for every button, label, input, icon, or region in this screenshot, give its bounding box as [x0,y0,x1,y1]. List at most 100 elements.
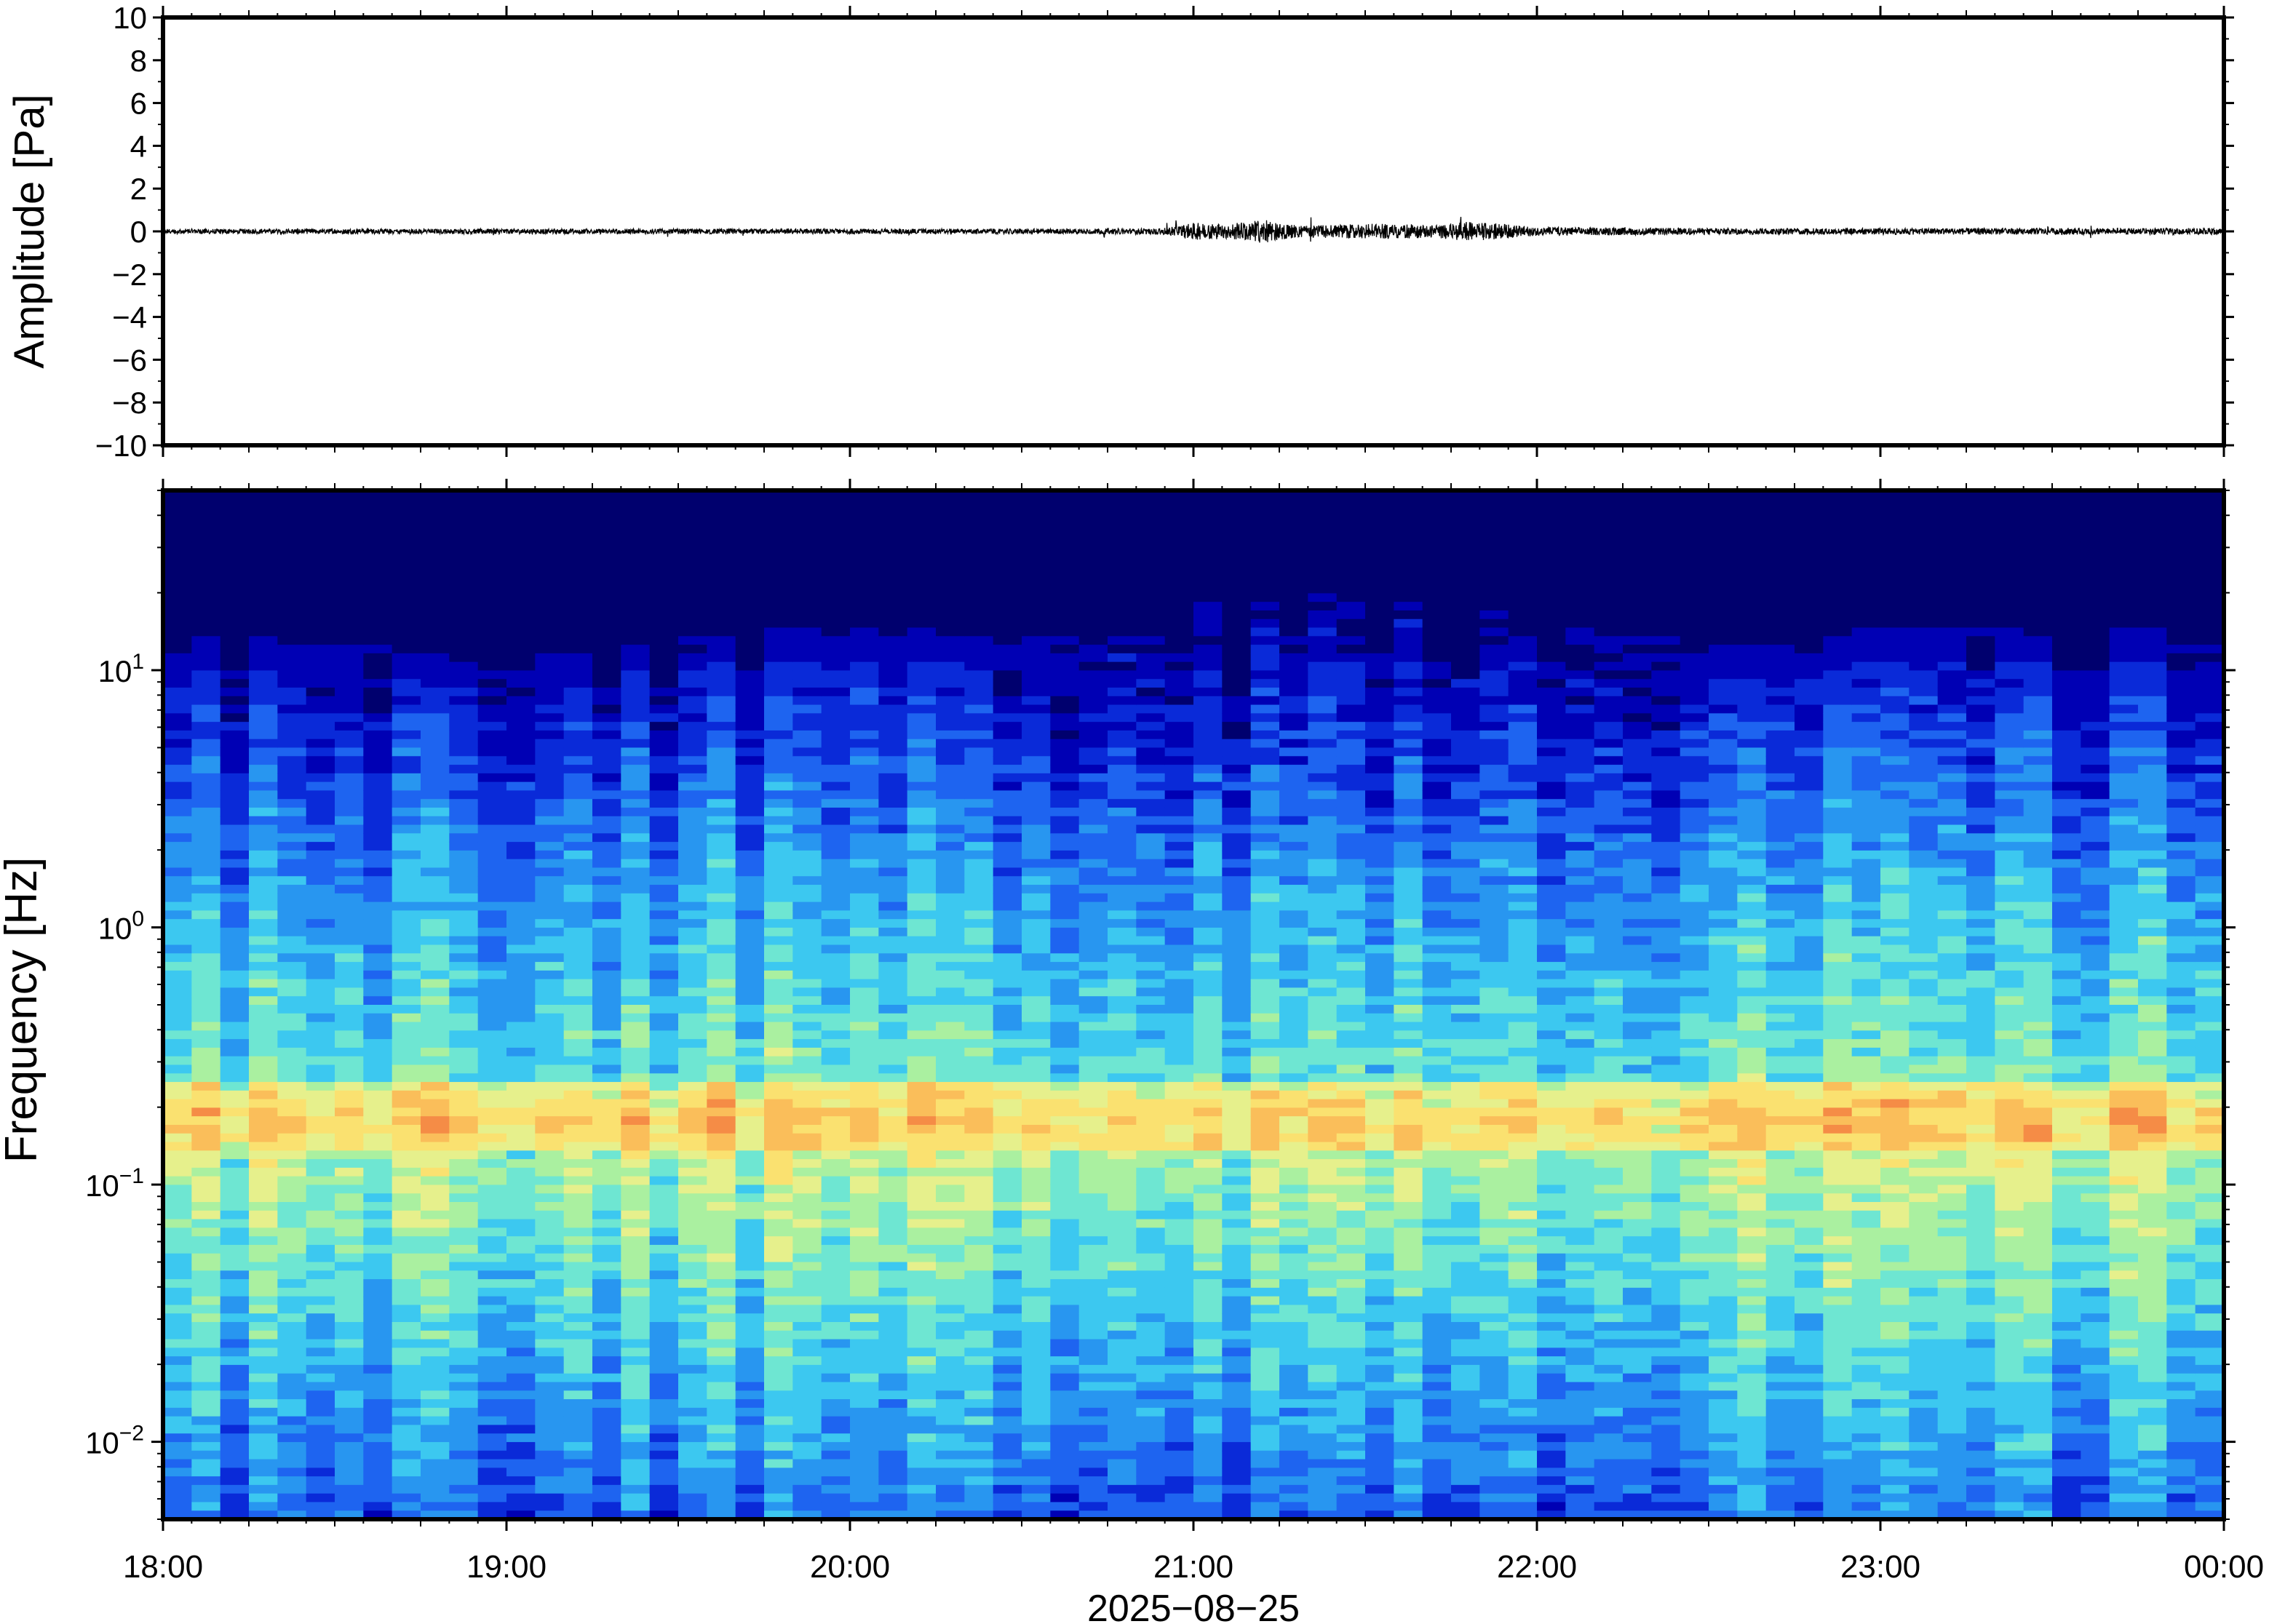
spectrogram-cell [993,927,1022,937]
spectrogram-cell [821,627,851,637]
spectrogram-cell [1050,1364,1080,1374]
spectrogram-cell [1108,824,1137,834]
spectrogram-cell [1108,1124,1137,1134]
spectrogram-cell [335,498,364,509]
spectrogram-cell [678,901,707,911]
spectrogram-cell [707,1262,736,1271]
spectrogram-cell [1250,1416,1280,1425]
spectrogram-cell [191,807,221,817]
spectrogram-cell [649,645,679,654]
spectrogram-cell [163,1382,192,1391]
spectrogram-cell [1193,1407,1223,1417]
spectrogram-cell [707,1107,736,1117]
spectrogram-cell [1279,739,1308,749]
spectrogram-cell [764,739,793,749]
spectrogram-cell [1164,842,1194,851]
spectrogram-cell [964,910,994,920]
spectrogram-cell [563,747,593,757]
spectrogram-cell [335,1142,364,1151]
spectrogram-cell [878,1082,908,1091]
spectrogram-cell [821,1030,851,1040]
spectrogram-cell [449,550,479,560]
spectrogram-cell [649,944,679,954]
spectrogram-cell [735,679,765,688]
spectrogram-cell [363,807,393,817]
spectrogram-cell [277,893,307,903]
spectrogram-cell [936,1321,965,1332]
spectrogram-cell [735,850,765,860]
spectrogram-cell [707,593,736,602]
spectrogram-cell [649,893,679,903]
spectrogram-cell [277,910,307,920]
spectrogram-cell [306,645,335,654]
spectrogram-cell [335,1236,364,1246]
spectrogram-cell [1193,670,1223,680]
spectrogram-cell [249,1287,278,1297]
spectrogram-cell [964,533,994,543]
spectrogram-cell [363,910,393,920]
spectrogram-cell [850,1476,879,1486]
spectrogram-cell [191,859,221,869]
spectrogram-cell [392,987,421,997]
spectrogram-cell [306,1107,335,1117]
spectrogram-cell [821,645,851,654]
spectrogram-cell [421,1253,450,1263]
spectrogram-cell [649,1364,679,1374]
spectrogram-cell [163,1210,192,1220]
spectrogram-cell [1222,1116,1252,1126]
spectrogram-cell [392,1287,421,1297]
spectrogram-cell [621,1459,651,1468]
spectrogram-cell [821,1124,851,1134]
spectrogram-cell [1164,516,1194,525]
spectrogram-cell [850,1339,879,1348]
spectrogram-cell [764,670,793,680]
spectrogram-cell [649,996,679,1006]
spectrogram-cell [277,927,307,937]
spectrogram-cell [506,1433,536,1443]
spectrogram-cell [764,1073,793,1083]
spectrogram-cell [735,1219,765,1228]
spectrogram-cell [821,1493,851,1503]
spectrogram-cell [563,927,593,937]
spectrogram-cell [1222,987,1252,997]
spectrogram-cell [707,1056,736,1066]
spectrogram-cell [335,1210,364,1220]
spectrogram-cell [477,1167,507,1177]
spectrogram-cell [306,1159,335,1169]
spectrogram-cell [621,1030,651,1040]
spectrogram-cell [649,1064,679,1074]
spectrogram-cell [277,507,307,517]
spectrogram-cell [506,1090,536,1100]
spectrogram-cell [535,1373,565,1383]
spectrogram-cell [277,618,307,629]
spectrogram-cell [792,944,822,954]
spectrogram-cell [335,1407,364,1417]
spectrogram-cell [335,765,364,774]
spectrogram-cell [449,1502,479,1511]
spectrogram-cell [249,1476,278,1486]
spectrogram-cell [592,816,621,826]
spectrogram-cell [678,1390,707,1400]
spectrogram-cell [1108,1082,1137,1091]
spectrogram-cell [1078,1142,1108,1151]
spectrogram-cell [563,816,593,826]
spectrogram-cell [1222,1270,1252,1280]
spectrogram-cell [792,962,822,971]
spectrogram-cell [592,1262,621,1271]
spectrogram-cell [993,1090,1022,1100]
spectrogram-cell [1050,876,1080,885]
spectrogram-cell [477,1407,507,1417]
spectrogram-cell [592,1296,621,1306]
spectrogram-cell [191,901,221,911]
spectrogram-cell [735,893,765,903]
spectrogram-cell [220,1382,250,1391]
spectrogram-cell [1279,910,1308,920]
spectrogram-cell [335,704,364,714]
spectrogram-cell [363,1133,393,1143]
spectrogram-cell [277,756,307,765]
spectrogram-cell [563,756,593,765]
spectrogram-cell [191,1425,221,1434]
spectrogram-cell [306,602,335,611]
spectrogram-cell [878,850,908,860]
spectrogram-cell [592,593,621,602]
